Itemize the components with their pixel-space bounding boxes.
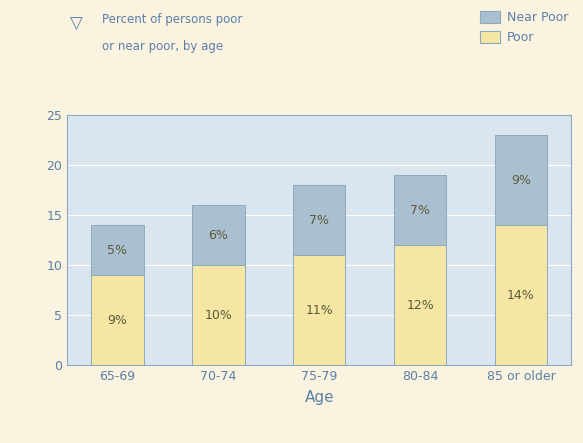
Bar: [495, 135, 547, 225]
Bar: [192, 265, 244, 365]
Text: 11%: 11%: [305, 304, 333, 317]
Bar: [293, 185, 345, 255]
Text: 9%: 9%: [511, 174, 531, 187]
Bar: [92, 276, 143, 365]
Text: 5%: 5%: [107, 244, 128, 257]
X-axis label: Age: Age: [304, 390, 334, 405]
Text: 10%: 10%: [205, 309, 232, 322]
Bar: [495, 225, 547, 365]
Bar: [394, 245, 446, 365]
Legend: Near Poor, Poor: Near Poor, Poor: [480, 11, 568, 44]
Bar: [92, 225, 143, 276]
Bar: [394, 175, 446, 245]
Text: ▽: ▽: [70, 16, 83, 33]
Text: 14%: 14%: [507, 289, 535, 302]
Text: 9%: 9%: [107, 314, 128, 327]
Text: 6%: 6%: [208, 229, 229, 242]
Text: 7%: 7%: [410, 204, 430, 217]
Text: 12%: 12%: [406, 299, 434, 312]
Bar: [192, 205, 244, 265]
Text: Percent of persons poor: Percent of persons poor: [102, 13, 243, 26]
Bar: [293, 255, 345, 365]
Text: or near poor, by age: or near poor, by age: [102, 40, 223, 53]
Text: 7%: 7%: [309, 214, 329, 227]
